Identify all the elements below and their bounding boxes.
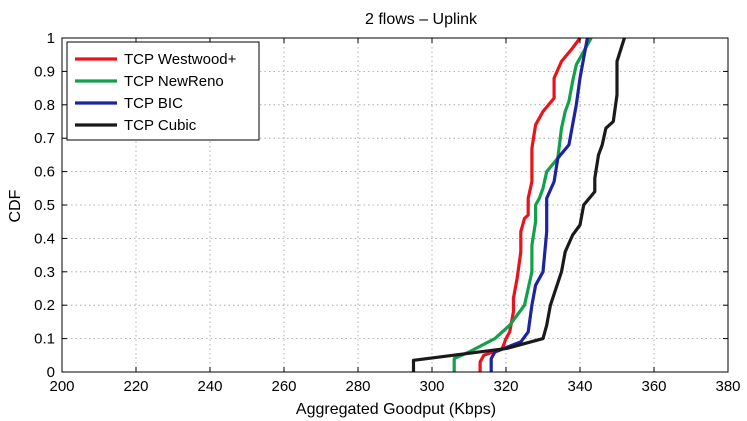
y-tick-label: 1 <box>47 30 55 47</box>
series-line <box>411 37 626 372</box>
y-tick-label: 0.5 <box>34 197 55 214</box>
x-tick-label: 340 <box>567 378 592 395</box>
x-tick-label: 240 <box>197 378 222 395</box>
y-tick-label: 0.3 <box>34 264 55 281</box>
x-tick-label: 360 <box>641 378 666 395</box>
series-lines <box>411 37 626 372</box>
y-tick-label: 0.4 <box>34 230 55 247</box>
series-line <box>489 37 589 372</box>
x-tick-label: 280 <box>345 378 370 395</box>
y-tick-label: 0.7 <box>34 130 55 147</box>
x-tick-label: 380 <box>715 378 740 395</box>
y-tick-label: 0 <box>47 364 55 381</box>
y-axis-label: CDF <box>7 189 24 222</box>
x-axis-label: Aggregated Goodput (Kbps) <box>296 401 496 418</box>
y-tick-label: 0.1 <box>34 331 55 348</box>
legend: TCP Westwood+ TCP NewReno TCP BIC TCP Cubic <box>66 41 260 141</box>
legend-label: TCP BIC <box>124 95 183 112</box>
y-tick-label: 0.6 <box>34 164 55 181</box>
x-tick-label: 300 <box>419 378 444 395</box>
axis-ticks: 200 220 240 260 280 300 320 340 360 380 0 0.1 0.2 0.3… <box>34 30 740 395</box>
series-line <box>452 37 593 372</box>
legend-label: TCP NewReno <box>124 73 224 90</box>
y-tick-label: 0.9 <box>34 63 55 80</box>
y-tick-label: 0.2 <box>34 297 55 314</box>
x-tick-label: 320 <box>493 378 518 395</box>
x-tick-label: 260 <box>271 378 296 395</box>
x-tick-label: 200 <box>49 378 74 395</box>
x-tick-label: 220 <box>123 378 148 395</box>
legend-label: TCP Cubic <box>124 117 197 134</box>
series-line <box>478 37 582 372</box>
chart-title: 2 flows – Uplink <box>365 11 478 28</box>
y-tick-label: 0.8 <box>34 97 55 114</box>
legend-label: TCP Westwood+ <box>124 51 237 68</box>
